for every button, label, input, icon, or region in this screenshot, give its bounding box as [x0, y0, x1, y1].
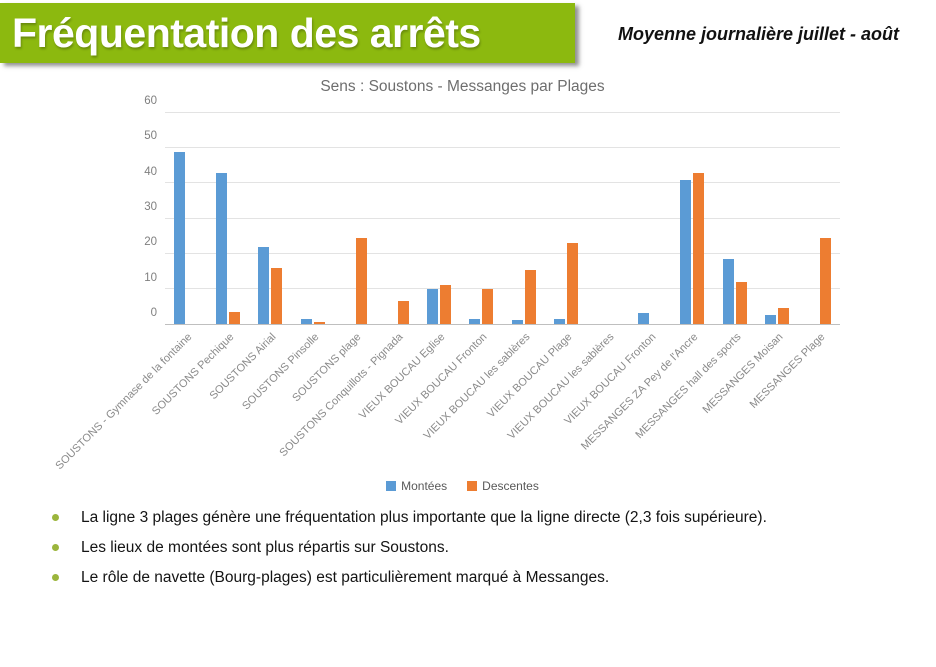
bullet-dot-icon [52, 544, 59, 551]
category-group [334, 113, 376, 324]
bullet-list: La ligne 3 plages génère une fréquentati… [52, 508, 902, 598]
category-group [587, 113, 629, 324]
gridline [165, 182, 840, 184]
y-tick-label: 10 [144, 271, 157, 284]
bar-descentes [735, 281, 747, 324]
bar-montees [469, 318, 481, 324]
category-group [418, 113, 460, 324]
bar-descentes [524, 269, 536, 324]
category-group [376, 113, 418, 324]
gridline [165, 252, 840, 254]
bar-descentes [482, 288, 494, 324]
y-tick-label: 50 [144, 130, 157, 143]
header-banner: Fréquentation des arrêts [0, 3, 575, 63]
plot-column: SOUSTONS - Gymnase de la fontaine SOUSTON… [53, 112, 840, 475]
legend-item-montees: Montées [386, 479, 447, 493]
category-group [249, 113, 291, 324]
bar-montees [680, 179, 692, 324]
legend-label: Descentes [482, 479, 539, 493]
legend-swatch-icon [386, 481, 397, 491]
bar-descentes [440, 285, 452, 324]
bar-montees [216, 172, 228, 324]
bullet-dot-icon [52, 574, 59, 581]
gridline [165, 147, 840, 149]
category-group [207, 113, 249, 324]
category-group [671, 113, 713, 324]
y-tick-label: 30 [144, 201, 157, 213]
gridline [165, 112, 840, 113]
bar-descentes [777, 308, 789, 324]
legend-item-descentes: Descentes [467, 479, 539, 493]
chart-body: 0 10 20 30 40 50 60 SOUSTONS - Gymnase de la f… [53, 95, 840, 475]
bars-row [165, 113, 840, 324]
page-title: Fréquentation des arrêts [12, 9, 481, 56]
y-tick-label: 60 [144, 95, 157, 107]
y-tick-label: 20 [144, 236, 157, 249]
bar-descentes [313, 322, 325, 324]
bar-montees [722, 258, 734, 324]
x-axis-labels: SOUSTONS - Gymnase de la fontaine SOUSTON… [53, 331, 828, 473]
category-group [460, 113, 502, 324]
category-group [165, 113, 207, 324]
bullet-text: Les lieux de montées sont plus répartis … [81, 539, 449, 556]
bar-montees [174, 151, 186, 324]
chart-legend: Montées Descentes [85, 479, 840, 493]
y-tick-label: 0 [150, 307, 157, 319]
gridline [165, 287, 840, 289]
category-group [545, 113, 587, 324]
bar-montees [300, 318, 312, 324]
bullet-dot-icon [52, 514, 59, 521]
bar-montees [427, 288, 439, 324]
y-tick-label: 40 [144, 165, 157, 178]
category-group [292, 113, 334, 324]
bullet-item: Les lieux de montées sont plus répartis … [52, 538, 902, 558]
category-group [713, 113, 755, 324]
category-group [798, 113, 840, 324]
bar-descentes [229, 311, 241, 324]
y-axis: 0 10 20 30 40 50 60 [85, 95, 165, 325]
header-subtitle: Moyenne journalière juillet - août [618, 24, 900, 44]
bar-montees [553, 318, 565, 324]
chart-title: Sens : Soustons - Messanges par Plages [320, 78, 605, 95]
bar-descentes [271, 267, 283, 324]
bar-montees [638, 313, 650, 324]
bar-descentes [398, 301, 410, 324]
category-group [503, 113, 545, 324]
legend-swatch-icon [467, 481, 478, 491]
plot-area [165, 112, 840, 325]
bar-descentes [819, 237, 831, 324]
bullet-text: La ligne 3 plages génère une fréquentati… [81, 509, 767, 526]
bullet-text: Le rôle de navette (Bourg-plages) est pa… [81, 569, 610, 586]
bar-descentes [566, 243, 578, 324]
bar-montees [511, 320, 523, 324]
bullet-item: Le rôle de navette (Bourg-plages) est pa… [52, 568, 902, 588]
bar-montees [258, 246, 270, 324]
bar-chart: Sens : Soustons - Messanges par Plages 0… [53, 78, 840, 493]
gridline [165, 217, 840, 219]
legend-label: Montées [401, 479, 448, 493]
bar-descentes [693, 172, 705, 324]
category-group [756, 113, 798, 324]
bar-montees [764, 315, 776, 324]
category-group [629, 113, 671, 324]
bullet-item: La ligne 3 plages génère une fréquentati… [52, 508, 902, 528]
bar-descentes [355, 237, 367, 324]
